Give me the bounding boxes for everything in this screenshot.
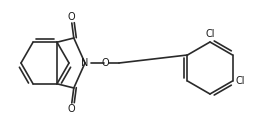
Text: N: N	[81, 58, 89, 68]
Text: O: O	[68, 12, 76, 22]
Text: Cl: Cl	[205, 29, 215, 39]
Text: O: O	[101, 58, 109, 68]
Text: O: O	[68, 104, 76, 114]
Text: Cl: Cl	[236, 76, 245, 86]
